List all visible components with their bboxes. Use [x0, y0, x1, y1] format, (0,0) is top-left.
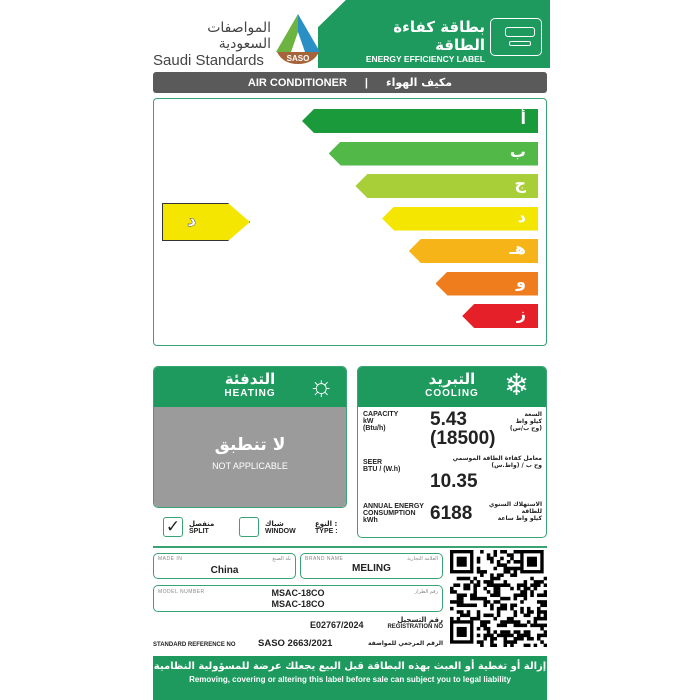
air-conditioner-icon — [490, 18, 542, 56]
heating-panel: التدفئة HEATING ☼ لا تنطبق NOT APPLICABLE — [153, 366, 347, 508]
rating-letter: د — [517, 206, 526, 226]
cooling-panel: التبريد COOLING ❄ CAPACITY kW (Btu/h) 5.43(… — [357, 366, 547, 538]
model-box: MODEL NUMBER رقم الطراز MSAC-18CO MSAC-18C… — [153, 585, 443, 612]
made-in-box: MADE IN بلد الصنع China — [153, 553, 296, 579]
energy-label-title: بطاقة كفاءة الطاقة ENERGY EFFICIENCY LAB… — [365, 18, 485, 64]
saudi-standards-logo-text: المواصفات السعودية Saudi Standards — [153, 20, 271, 69]
rating-arrow: ج — [355, 174, 538, 198]
current-rating-pointer: د — [162, 203, 250, 241]
sun-icon: ☼ — [308, 370, 334, 401]
brand-box: BRAND NAME العلامة التجارية MELING — [300, 553, 443, 579]
rating-arrow: و — [435, 271, 538, 296]
rating-letter: ز — [516, 304, 526, 323]
window-checkbox[interactable] — [239, 517, 259, 537]
split-checkbox[interactable]: ✓ — [163, 517, 183, 537]
svg-text:SASO: SASO — [287, 54, 310, 63]
rating-scale: د أ ب ج د هـ و ز — [153, 98, 547, 346]
rating-letter: ج — [514, 174, 526, 193]
rating-arrow: أ — [302, 109, 538, 133]
saso-logo: SASO — [276, 14, 320, 64]
rating-letter: ب — [509, 141, 526, 161]
rating-letter: أ — [520, 109, 526, 128]
rating-arrow: ب — [328, 141, 538, 166]
rating-letter: و — [516, 271, 526, 291]
snowflake-icon: ❄ — [504, 369, 530, 402]
footer-warning: إزالة أو تغطية أو العبث بهذه البطاقة قبل… — [153, 656, 547, 700]
rating-letter: هـ — [509, 239, 526, 258]
type-row: ✓ منفصل SPLIT شباك WINDOW النوع : TYPE : — [163, 517, 338, 537]
rating-arrow: د — [382, 206, 538, 231]
rating-arrow: هـ — [408, 239, 538, 263]
header-banner — [318, 0, 550, 68]
rating-arrow: ز — [462, 304, 538, 328]
product-type-bar: AIR CONDITIONER | مكيف الهواء — [153, 72, 547, 93]
qr-code — [450, 550, 547, 647]
divider — [153, 546, 547, 548]
